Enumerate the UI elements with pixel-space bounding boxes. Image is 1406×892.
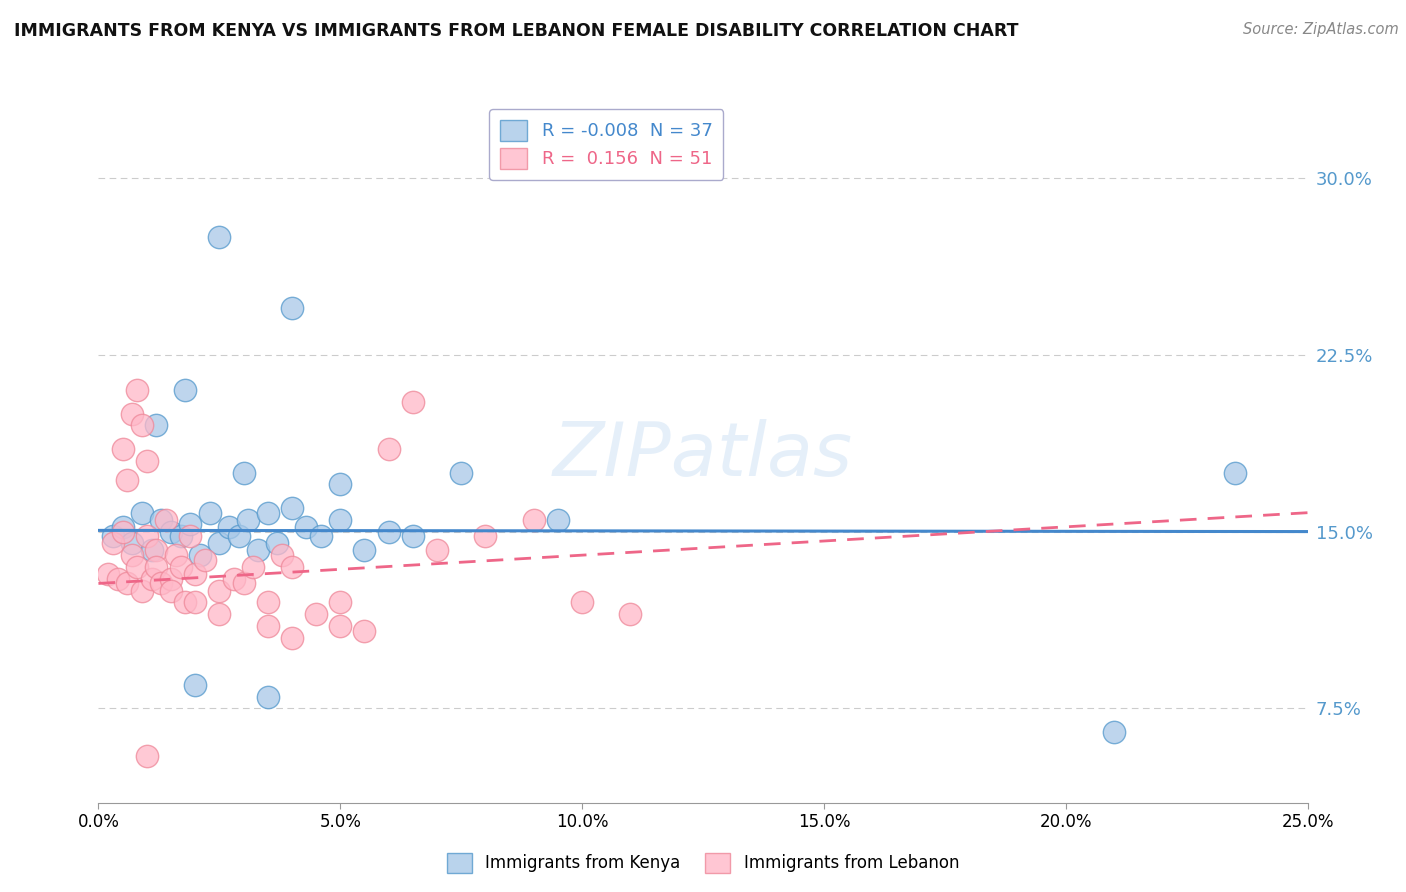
Point xyxy=(329,595,352,609)
Point xyxy=(281,500,304,515)
Text: IMMIGRANTS FROM KENYA VS IMMIGRANTS FROM LEBANON FEMALE DISABILITY CORRELATION C: IMMIGRANTS FROM KENYA VS IMMIGRANTS FROM… xyxy=(14,22,1018,40)
Point xyxy=(329,619,352,633)
Point xyxy=(426,543,449,558)
Point xyxy=(377,524,399,539)
Point xyxy=(184,567,207,582)
Point xyxy=(295,520,318,534)
Point xyxy=(97,567,120,582)
Point xyxy=(228,529,250,543)
Point xyxy=(450,466,472,480)
Point xyxy=(256,690,278,704)
Point xyxy=(619,607,641,621)
Point xyxy=(256,619,278,633)
Point xyxy=(184,595,207,609)
Point xyxy=(1102,725,1125,739)
Point xyxy=(198,506,221,520)
Point xyxy=(135,748,157,763)
Point xyxy=(523,513,546,527)
Point xyxy=(247,543,270,558)
Point xyxy=(155,513,177,527)
Point xyxy=(188,548,211,562)
Point xyxy=(271,548,294,562)
Point xyxy=(121,548,143,562)
Point xyxy=(160,524,183,539)
Point xyxy=(131,418,153,433)
Point xyxy=(179,517,201,532)
Point xyxy=(281,560,304,574)
Point xyxy=(208,229,231,244)
Point xyxy=(281,301,304,315)
Point xyxy=(232,466,254,480)
Point xyxy=(232,576,254,591)
Point xyxy=(184,678,207,692)
Point xyxy=(329,477,352,491)
Point xyxy=(353,624,375,638)
Point xyxy=(242,560,264,574)
Point xyxy=(281,631,304,645)
Point xyxy=(169,560,191,574)
Point xyxy=(111,442,134,456)
Point xyxy=(131,583,153,598)
Point xyxy=(131,506,153,520)
Point xyxy=(160,583,183,598)
Point xyxy=(208,607,231,621)
Point xyxy=(547,513,569,527)
Point xyxy=(309,529,332,543)
Point xyxy=(1223,466,1246,480)
Point xyxy=(121,407,143,421)
Point xyxy=(121,536,143,550)
Point xyxy=(474,529,496,543)
Point xyxy=(111,524,134,539)
Point xyxy=(305,607,328,621)
Point xyxy=(165,548,187,562)
Point xyxy=(150,576,173,591)
Legend: R = -0.008  N = 37, R =  0.156  N = 51: R = -0.008 N = 37, R = 0.156 N = 51 xyxy=(489,109,723,179)
Point xyxy=(238,513,260,527)
Point xyxy=(174,383,197,397)
Legend: Immigrants from Kenya, Immigrants from Lebanon: Immigrants from Kenya, Immigrants from L… xyxy=(440,847,966,880)
Point xyxy=(402,529,425,543)
Point xyxy=(107,572,129,586)
Point xyxy=(135,454,157,468)
Point xyxy=(329,513,352,527)
Point xyxy=(218,520,240,534)
Point xyxy=(174,595,197,609)
Text: ZIPatlas: ZIPatlas xyxy=(553,419,853,491)
Point xyxy=(208,536,231,550)
Point xyxy=(141,572,163,586)
Point xyxy=(256,506,278,520)
Point xyxy=(127,560,149,574)
Point xyxy=(111,520,134,534)
Point xyxy=(194,553,217,567)
Point xyxy=(145,418,167,433)
Point xyxy=(101,536,124,550)
Point xyxy=(145,543,167,558)
Point xyxy=(266,536,288,550)
Point xyxy=(135,529,157,543)
Point xyxy=(571,595,593,609)
Point xyxy=(141,543,163,558)
Point xyxy=(169,529,191,543)
Point xyxy=(101,529,124,543)
Point xyxy=(127,383,149,397)
Point xyxy=(117,473,139,487)
Point xyxy=(402,395,425,409)
Point xyxy=(377,442,399,456)
Point xyxy=(179,529,201,543)
Point xyxy=(145,560,167,574)
Point xyxy=(117,576,139,591)
Point xyxy=(353,543,375,558)
Point xyxy=(208,583,231,598)
Point xyxy=(256,595,278,609)
Point xyxy=(160,572,183,586)
Point xyxy=(222,572,245,586)
Point xyxy=(150,513,173,527)
Text: Source: ZipAtlas.com: Source: ZipAtlas.com xyxy=(1243,22,1399,37)
